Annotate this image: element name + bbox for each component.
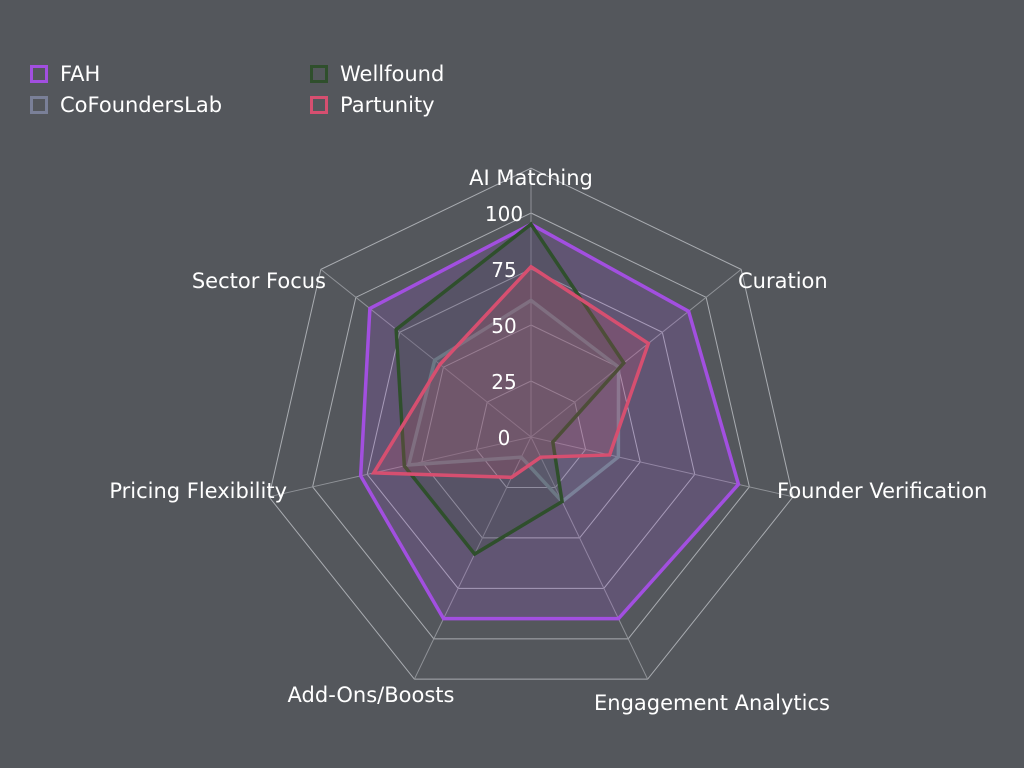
legend-label: Wellfound <box>340 62 445 86</box>
legend-swatch <box>30 65 48 83</box>
series-polygon <box>358 222 741 621</box>
legend-swatch <box>30 96 48 114</box>
tick-label: 100 <box>485 202 523 226</box>
radial-tick-labels: 0 25 50 75 100 <box>485 202 523 450</box>
grid-ring <box>268 167 794 680</box>
grid-spoke <box>320 269 532 438</box>
radar-series <box>358 221 741 621</box>
tick-label: 50 <box>491 314 516 338</box>
series-polygon <box>394 221 627 557</box>
grid-ring <box>366 268 696 589</box>
legend: FAH Wellfound CoFoundersLab Partunity <box>30 60 530 124</box>
category-label: Founder Verification <box>777 479 987 503</box>
grid-ring <box>312 212 750 640</box>
legend-label: CoFoundersLab <box>60 93 223 117</box>
legend-label: Partunity <box>340 93 435 117</box>
axis-category-labels: AI Matching Curation Founder Verification E… <box>109 166 987 715</box>
legend-item[interactable]: FAH <box>30 60 100 88</box>
radar-grid <box>268 167 794 680</box>
series-polygon <box>370 264 651 480</box>
legend-item[interactable]: Wellfound <box>310 60 444 88</box>
category-label: Pricing Flexibility <box>109 479 287 503</box>
grid-ring <box>421 324 641 539</box>
legend-label: FAH <box>60 62 101 86</box>
tick-label: 25 <box>491 370 516 394</box>
tick-label: 75 <box>491 258 516 282</box>
category-label: Engagement Analytics <box>594 691 830 715</box>
grid-spoke <box>530 436 649 680</box>
legend-swatch <box>310 65 328 83</box>
legend-swatch <box>310 96 328 114</box>
category-label: Sector Focus <box>192 269 326 293</box>
tick-label: 0 <box>498 426 511 450</box>
legend-item[interactable]: CoFoundersLab <box>30 91 222 119</box>
grid-spoke <box>268 436 532 498</box>
category-label: AI Matching <box>469 166 593 190</box>
grid-spoke <box>530 269 742 438</box>
grid-spoke <box>530 436 794 498</box>
category-label: Curation <box>738 269 828 293</box>
category-label: Add-Ons/Boosts <box>288 683 455 707</box>
grid-ring <box>475 380 587 488</box>
legend-item[interactable]: Partunity <box>310 91 435 119</box>
